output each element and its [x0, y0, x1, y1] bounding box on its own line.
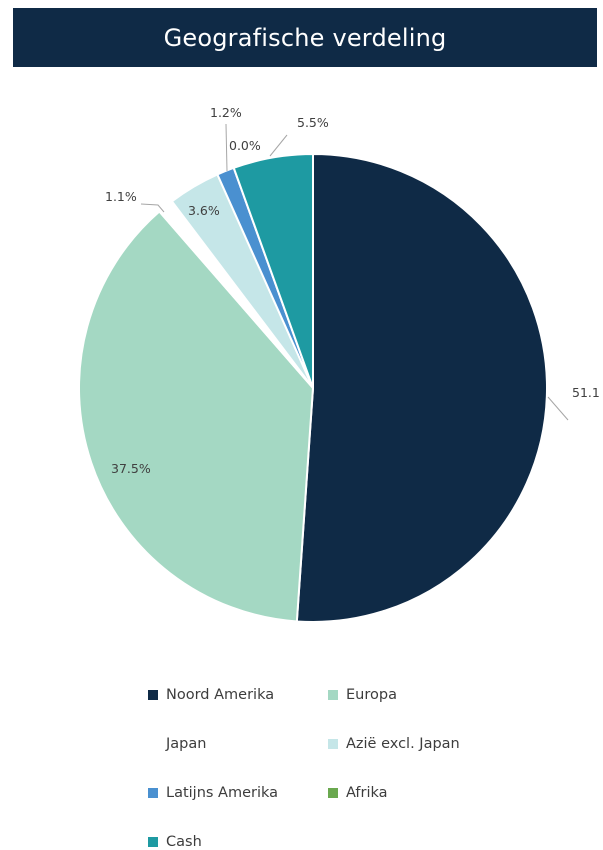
data-label: 37.5% [111, 461, 151, 476]
pie-slice-europa [78, 210, 315, 623]
data-label: 3.6% [188, 203, 220, 218]
data-label: 5.5% [297, 115, 329, 130]
data-label: 0.0% [229, 138, 261, 153]
pie-slices [78, 152, 548, 623]
leader-line [225, 123, 228, 172]
data-labels: 51.1 37.5% 1.1% 3.6% 1.2% 0.0% 5.5% [105, 105, 600, 476]
chart-title: Geografische verdeling [163, 23, 447, 52]
pie-slice-cash [232, 152, 314, 389]
chart-title-bar: Geografische verdeling [13, 8, 597, 67]
leader-line [547, 396, 569, 421]
leader-lines [140, 123, 569, 421]
data-label: 1.1% [105, 189, 137, 204]
data-label: 1.2% [210, 105, 242, 120]
leader-line [140, 203, 165, 213]
data-label: 51.1 [572, 385, 600, 400]
pie-slice-noord-amerika [295, 152, 548, 623]
leader-line [269, 134, 288, 157]
